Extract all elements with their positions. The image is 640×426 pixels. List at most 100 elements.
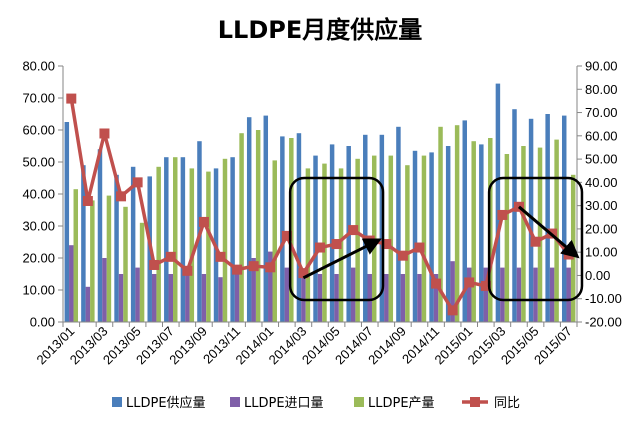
y-left-tick-label: 50.00 — [22, 155, 55, 170]
bar-output — [106, 195, 112, 322]
bar-supply — [263, 115, 269, 322]
bar-import — [350, 267, 356, 322]
point-yoy — [99, 128, 110, 139]
point-yoy — [431, 278, 442, 289]
bar-output — [206, 171, 211, 322]
legend-marker — [470, 397, 480, 407]
bar-import — [201, 274, 207, 322]
annotation-layer — [288, 176, 584, 302]
bar-import — [549, 267, 555, 322]
point-yoy — [480, 280, 491, 291]
bar-supply — [412, 150, 418, 322]
point-yoy — [198, 216, 209, 227]
bar-supply — [445, 146, 451, 322]
point-yoy — [281, 230, 292, 241]
bar-supply — [130, 166, 136, 322]
trend-arrow — [302, 238, 382, 280]
point-yoy — [232, 264, 243, 275]
bar-supply — [363, 134, 368, 322]
bar-supply — [512, 109, 517, 322]
bar-supply — [114, 174, 119, 322]
bar-import — [151, 274, 157, 322]
bar-import — [334, 274, 339, 322]
point-yoy — [414, 242, 425, 253]
bar-output — [173, 157, 178, 322]
y-right-tick-label: 70.00 — [585, 105, 618, 120]
legend-label: LLDPE进口量 — [244, 396, 324, 411]
point-yoy — [497, 209, 508, 220]
point-yoy — [248, 261, 259, 272]
bar-supply — [479, 144, 484, 322]
point-yoy — [82, 195, 93, 206]
bar-import — [135, 267, 140, 322]
bar-supply — [64, 122, 70, 322]
bar-supply — [246, 117, 252, 322]
y-left-tick-label: 70.00 — [22, 91, 55, 106]
point-yoy — [215, 251, 226, 262]
y-right-tick-label: 20.00 — [585, 221, 618, 236]
point-yoy — [182, 265, 193, 276]
point-yoy — [464, 277, 475, 288]
bar-output — [239, 133, 244, 322]
bar-import — [483, 267, 489, 322]
bar-output — [90, 200, 95, 322]
bar-import — [516, 267, 522, 322]
bar-supply — [495, 83, 501, 322]
bar-supply — [97, 149, 103, 322]
bar-output — [521, 146, 526, 322]
bar-import — [185, 267, 190, 322]
y-right-tick-label: 10.00 — [585, 245, 618, 260]
point-yoy — [397, 250, 408, 261]
bar-supply — [180, 157, 186, 322]
point-yoy — [530, 236, 541, 247]
bar-supply — [81, 165, 86, 322]
bar-import — [284, 267, 290, 322]
bar-supply — [528, 118, 534, 322]
bar-import — [268, 251, 273, 322]
bar-output — [438, 126, 443, 322]
bar-output — [388, 155, 394, 322]
y-right-tick-label: 80.00 — [585, 82, 618, 97]
bar-output — [255, 130, 261, 322]
bar-import — [85, 286, 91, 322]
point-yoy — [381, 239, 392, 250]
y-right-tick-label: 60.00 — [585, 128, 618, 143]
y-right-tick-label: -20.00 — [585, 315, 622, 330]
y-right-tick-label: 30.00 — [585, 198, 618, 213]
legend-swatch — [230, 397, 240, 407]
point-yoy — [298, 268, 309, 279]
point-yoy — [149, 259, 160, 270]
bar-supply — [462, 120, 467, 323]
bar-output — [421, 155, 427, 322]
point-yoy — [66, 93, 77, 104]
chart-title: LLDPE月度供应量 — [218, 16, 423, 44]
legend-swatch — [112, 397, 122, 407]
legend-label: 同比 — [494, 396, 520, 411]
point-yoy — [348, 225, 359, 236]
y-right-tick-label: 0.00 — [585, 268, 610, 283]
bar-output — [454, 125, 460, 322]
highlight-box — [487, 176, 584, 302]
bar-import — [417, 274, 422, 322]
bar-output — [189, 168, 195, 322]
bar-supply — [280, 136, 285, 322]
y-right-tick-label: 40.00 — [585, 175, 618, 190]
bar-import — [566, 267, 571, 322]
legend-swatch — [354, 397, 364, 407]
bar-output — [272, 160, 277, 322]
bar-import — [466, 267, 472, 322]
bar-supply — [329, 144, 335, 322]
highlight-box — [288, 176, 385, 302]
bar-output — [405, 165, 410, 322]
y-left-tick-label: 10.00 — [22, 283, 55, 298]
legend-label: LLDPE产量 — [368, 396, 435, 411]
legend: LLDPE供应量 LLDPE进口量 LLDPE产量 同比 — [112, 395, 520, 411]
point-yoy — [132, 177, 143, 188]
bar-supply — [313, 155, 318, 322]
y-left-tick-label: 60.00 — [22, 123, 55, 138]
bar-supply — [230, 157, 235, 322]
trend-arrow — [517, 205, 580, 259]
y-right-tick-label: 50.00 — [585, 152, 618, 167]
bar-import — [118, 274, 124, 322]
bar-import — [433, 274, 439, 322]
